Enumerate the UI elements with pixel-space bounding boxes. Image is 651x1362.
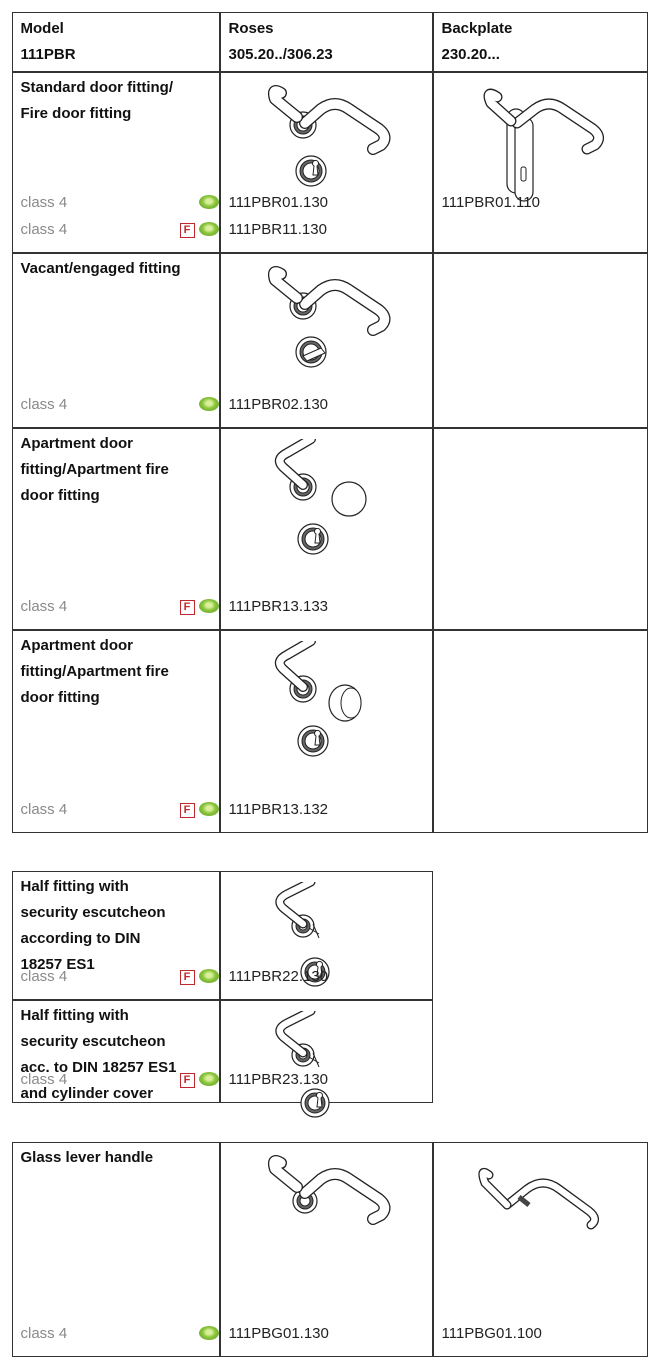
product-cell: 111PBG01.100	[432, 1141, 648, 1357]
article-number: 111PBR13.132	[228, 800, 329, 818]
product-drawing	[274, 640, 362, 757]
product-drawing	[274, 438, 367, 555]
product-cell: 111PBR22.130	[219, 870, 433, 1000]
class-badge	[198, 598, 219, 613]
header-text: Model	[20, 19, 64, 37]
row-label: security escutcheon	[20, 903, 166, 921]
class-badge	[198, 396, 219, 411]
product-cell: 111PBR02.130	[219, 252, 433, 428]
row-label: Fire door fitting	[20, 104, 132, 122]
fire-rating-icon: F	[179, 802, 195, 818]
row-label-cell: Vacant/engaged fitting class 4	[11, 252, 220, 428]
product-cell: 111PBR01.110	[432, 71, 648, 253]
article-number: 111PBR01.110	[441, 193, 540, 211]
row-label-cell: Standard door fitting/Fire door fitting c…	[11, 71, 220, 253]
article-number: 111PBR22.130	[228, 967, 329, 985]
fire-rating-icon: F	[179, 1072, 195, 1088]
article-number: 111PBR13.133	[228, 597, 329, 615]
product-drawing	[267, 1154, 390, 1225]
header-text: Roses	[228, 19, 274, 37]
product-cell: 111PBR23.130	[219, 999, 433, 1118]
class-badge	[198, 194, 219, 209]
row-label: according to DIN	[20, 929, 141, 947]
row-label-cell: Apartment door fitting/Apartment fire door…	[11, 427, 220, 630]
product-drawing	[267, 265, 390, 368]
row-label: and cylinder cover	[20, 1084, 154, 1102]
row-label-cell: Glass lever handle class 4	[11, 1141, 220, 1357]
product-drawing	[274, 1010, 330, 1118]
row-label: Half fitting with	[20, 877, 129, 895]
article-number: 111PBG01.130	[228, 1324, 329, 1342]
product-drawing	[483, 88, 604, 202]
class-badge	[198, 1071, 219, 1086]
product-cell	[432, 252, 648, 428]
class-badge	[198, 1325, 219, 1340]
article-number: 111PBR11.130	[228, 220, 327, 238]
product-drawing	[274, 881, 330, 987]
article-number: 111PBR02.130	[228, 395, 329, 413]
fire-rating-icon: F	[179, 222, 195, 238]
product-cell: 111PBR13.133	[219, 427, 433, 630]
header-text: 111PBR	[20, 45, 76, 63]
header-text: 230.20...	[441, 45, 500, 63]
row-label-cell: Half fitting with security escutcheon acco…	[11, 870, 220, 1000]
product-drawing	[477, 1167, 599, 1229]
class-label: class 4	[20, 1070, 68, 1088]
class-label: class 4	[20, 1324, 68, 1342]
row-label: Half fitting with	[20, 1006, 129, 1024]
header-text: Backplate	[441, 19, 513, 37]
product-drawing	[267, 84, 390, 187]
row-label-cell: Apartment door fitting/Apartment fire door…	[11, 629, 220, 833]
class-badge	[198, 968, 219, 983]
class-label: class 4	[20, 220, 68, 238]
row-label: door fitting	[20, 688, 100, 706]
row-label: Standard door fitting/	[20, 78, 173, 96]
row-label: door fitting	[20, 486, 100, 504]
row-label: Apartment door	[20, 636, 134, 654]
row-label: acc. to DIN 18257 ES1	[20, 1058, 177, 1076]
row-label-cell: Half fitting with security escutcheon acc.…	[11, 999, 220, 1103]
class-label: class 4	[20, 967, 68, 985]
class-label: class 4	[20, 597, 68, 615]
class-label: class 4	[20, 395, 68, 413]
header-cell: Backplate 230.20...	[432, 11, 648, 72]
row-label: security escutcheon	[20, 1032, 166, 1050]
article-number: 111PBG01.100	[441, 1324, 542, 1342]
product-cell: 111PBR01.130 111PBR11.130	[219, 71, 433, 253]
class-badge	[198, 221, 219, 236]
row-label: Apartment door	[20, 434, 134, 452]
product-cell: 111PBG01.130	[219, 1141, 433, 1357]
class-badge	[198, 801, 219, 816]
row-label: Glass lever handle	[20, 1148, 154, 1166]
row-label: fitting/Apartment fire	[20, 460, 169, 478]
product-cell	[432, 629, 648, 833]
product-cell	[432, 427, 648, 630]
header-text: 305.20../306.23	[228, 45, 333, 63]
fire-rating-icon: F	[179, 969, 195, 985]
header-cell: Model 111PBR	[11, 11, 220, 72]
row-label: Vacant/engaged fitting	[20, 259, 181, 277]
article-number: 111PBR01.130	[228, 193, 329, 211]
product-cell: 111PBR13.132	[219, 629, 433, 833]
header-cell: Roses 305.20../306.23	[219, 11, 433, 72]
article-number: 111PBR23.130	[228, 1070, 329, 1088]
row-label: fitting/Apartment fire	[20, 662, 169, 680]
fire-rating-icon: F	[179, 599, 195, 615]
class-label: class 4	[20, 193, 68, 211]
class-label: class 4	[20, 800, 68, 818]
row-label: 18257 ES1	[20, 955, 95, 973]
